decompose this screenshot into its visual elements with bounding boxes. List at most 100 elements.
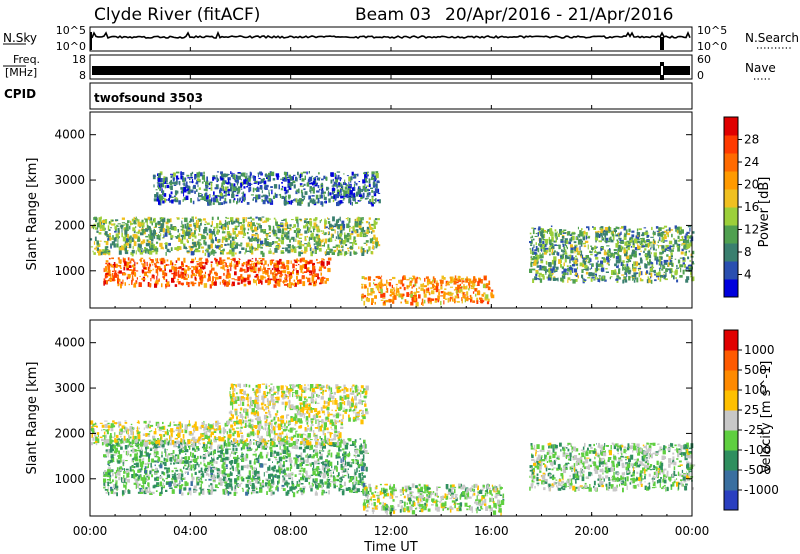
echo-cell: [302, 195, 306, 198]
echo-cell: [435, 288, 439, 292]
echo-cell: [476, 300, 479, 304]
echo-cell: [157, 235, 161, 239]
echo-cell: [669, 259, 672, 263]
echo-cell: [330, 196, 334, 199]
echo-cell: [325, 459, 328, 464]
echo-cell: [216, 171, 220, 173]
echo-cell: [480, 279, 483, 284]
echo-cell: [666, 254, 669, 257]
echo-cell: [240, 274, 243, 278]
echo-cell: [280, 271, 283, 275]
echo-cell: [243, 186, 246, 189]
echo-cell: [284, 276, 287, 280]
echo-cell: [336, 485, 338, 487]
echo-cell: [272, 471, 274, 473]
echo-cell: [292, 491, 294, 493]
echo-cell: [166, 248, 170, 252]
echo-cell: [181, 268, 184, 271]
echo-cell: [256, 481, 260, 484]
echo-cell: [234, 279, 238, 281]
echo-cell: [227, 186, 229, 189]
echo-cell: [354, 230, 357, 234]
echo-cell: [233, 198, 236, 201]
echo-cell: [293, 279, 296, 282]
echo-cell: [235, 218, 238, 223]
echo-cell: [131, 275, 134, 280]
echo-cell: [188, 223, 192, 227]
echo-cell: [200, 243, 202, 246]
echo-cell: [279, 446, 281, 450]
echo-cell: [663, 271, 666, 274]
echo-cell: [602, 276, 605, 279]
echo-cell: [210, 261, 213, 264]
echo-cell: [248, 186, 252, 192]
echo-cell: [241, 247, 245, 250]
echo-cell: [263, 243, 266, 245]
echo-cell: [250, 243, 253, 247]
echo-cell: [139, 259, 142, 261]
echo-cell: [99, 225, 102, 229]
echo-cell: [560, 255, 562, 258]
echo-cell: [595, 267, 598, 272]
echo-cell: [262, 271, 264, 275]
echo-cell: [285, 460, 288, 462]
echo-cell: [134, 234, 138, 239]
echo-cell: [331, 187, 335, 192]
echo-cell: [236, 191, 239, 195]
echo-cell: [340, 193, 343, 196]
echo-cell: [636, 232, 641, 236]
echo-cell: [404, 299, 407, 303]
echo-cell: [304, 175, 306, 180]
echo-cell: [256, 282, 257, 286]
echo-cell: [293, 269, 295, 271]
echo-cell: [671, 262, 673, 266]
echo-cell: [140, 446, 143, 451]
echo-cell: [343, 173, 345, 175]
colorbar-segment: [724, 171, 738, 190]
echo-cell: [203, 447, 207, 452]
echo-cell: [148, 234, 150, 237]
echo-cell: [574, 244, 578, 246]
echo-cell: [166, 451, 168, 456]
echo-cell: [629, 271, 631, 275]
echo-cell: [482, 294, 484, 297]
echo-cell: [155, 265, 158, 268]
echo-cell: [340, 241, 342, 245]
echo-cell: [115, 472, 118, 478]
echo-cell: [273, 195, 275, 199]
echo-cell: [274, 278, 278, 284]
echo-cell: [634, 250, 637, 256]
echo-cell: [154, 234, 157, 236]
echo-cell: [151, 474, 153, 478]
echo-cell: [362, 185, 366, 190]
echo-cell: [263, 220, 267, 223]
echo-cell: [566, 265, 569, 267]
echo-cell: [255, 249, 257, 251]
echo-cell: [116, 458, 118, 463]
echo-cell: [296, 233, 299, 238]
echo-cell: [243, 197, 246, 202]
echo-cell: [182, 229, 185, 235]
echo-cell: [310, 251, 313, 257]
echo-cell: [537, 247, 540, 253]
echo-cell: [432, 280, 434, 283]
echo-cell: [330, 179, 333, 184]
echo-cell: [97, 249, 101, 253]
echo-cell: [418, 294, 421, 299]
echo-cell: [160, 233, 162, 237]
echo-cell: [289, 463, 292, 467]
echo-cell: [629, 238, 633, 243]
echo-cell: [107, 237, 111, 241]
echo-cell: [589, 267, 591, 271]
echo-cell: [336, 452, 340, 457]
echo-cell: [205, 199, 209, 202]
echo-cell: [235, 445, 237, 448]
echo-cell: [327, 221, 331, 224]
echo-cell: [181, 265, 183, 267]
echo-cell: [186, 252, 190, 254]
echo-cell: [374, 283, 377, 286]
echo-cell: [406, 285, 409, 288]
echo-cell: [618, 269, 621, 274]
echo-cell: [348, 181, 350, 186]
echo-cell: [349, 247, 352, 249]
